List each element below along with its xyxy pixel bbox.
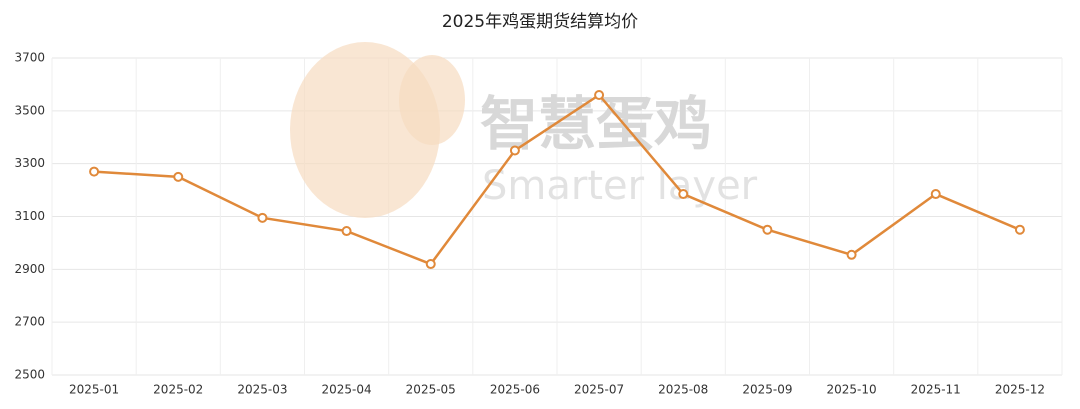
point <box>173 171 184 182</box>
x-tick-label: 2025-11 <box>911 383 961 397</box>
watermark-logo <box>399 55 465 145</box>
point <box>678 189 689 200</box>
line <box>94 93 1021 266</box>
x-tick-label: 2025-08 <box>658 383 708 397</box>
y-tick-label: 3700 <box>14 51 45 65</box>
x-tick-label: 2025-03 <box>237 383 287 397</box>
x-tick-label: 2025-02 <box>153 383 203 397</box>
point <box>89 166 100 177</box>
point <box>425 259 436 270</box>
point <box>509 145 520 156</box>
y-tick-label: 2700 <box>14 315 45 329</box>
x-tick-label: 2025-07 <box>574 383 624 397</box>
y-tick-label: 3100 <box>14 209 45 223</box>
point <box>341 226 352 237</box>
x-tick-label: 2025-10 <box>827 383 877 397</box>
watermark: 智慧蛋鸡 Smarter layer <box>290 42 758 218</box>
y-tick-label: 3300 <box>14 156 45 170</box>
chart-title: 2025年鸡蛋期货结算均价 <box>442 12 638 32</box>
point <box>846 249 857 260</box>
y-tick-label: 3500 <box>14 103 45 117</box>
x-tick-label: 2025-01 <box>69 383 119 397</box>
y-tick-label: 2500 <box>14 368 45 382</box>
x-tick-label: 2025-12 <box>995 383 1045 397</box>
point <box>1014 224 1025 235</box>
point <box>930 189 941 200</box>
point <box>762 224 773 235</box>
x-tick-label: 2025-09 <box>742 383 792 397</box>
point <box>257 212 268 223</box>
y-tick-label: 2900 <box>14 262 45 276</box>
x-tick-label: 2025-04 <box>322 383 372 397</box>
x-tick-label: 2025-06 <box>490 383 540 397</box>
point <box>594 89 605 100</box>
x-tick-label: 2025-05 <box>406 383 456 397</box>
watermark-subtitle: Smarter layer <box>482 163 758 209</box>
